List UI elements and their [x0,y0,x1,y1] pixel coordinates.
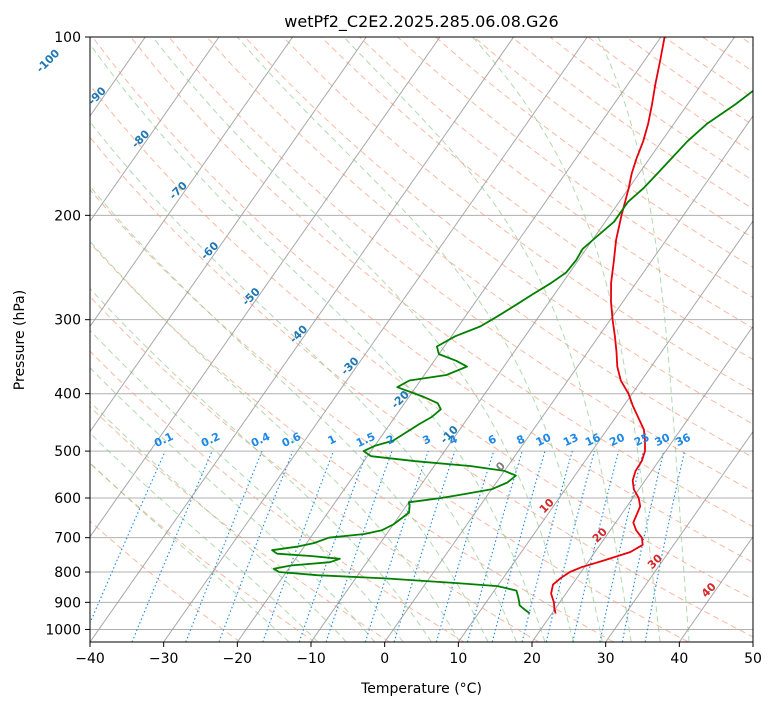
dry-adiabat [90,189,689,642]
isotherm-line [531,325,753,642]
dry-adiabat [397,37,753,299]
isotherm-line [163,37,588,642]
mixing-ratio-line [262,450,335,642]
dry-adiabat [92,37,753,563]
moist-adiabat [90,462,290,642]
mixing-ratio-line [466,450,523,642]
y-tick-label: 500 [54,444,81,460]
moist-adiabat [90,287,432,642]
isotherm-line [90,37,220,223]
moist-adiabat [236,37,603,642]
y-tick-label: 600 [54,491,81,507]
moist-adiabat [343,37,632,642]
y-tick-label: 100 [54,30,81,46]
moist-adiabat [152,37,575,642]
moist-adiabat [90,367,376,642]
isotherm-line [90,37,367,433]
plot-frame [89,36,754,643]
isotherm-line [310,37,736,642]
moist-adiabat [90,329,404,642]
mixing-ratio-line [521,450,573,642]
y-tick-label: 400 [54,387,81,403]
x-tick-label: 40 [670,651,688,667]
moist-adiabat [472,37,661,642]
mixing-ratio-line [435,450,495,642]
y-tick-label: 900 [54,595,81,611]
moist-adiabat [90,121,517,642]
y-tick-label: 800 [54,565,81,581]
mixing-ratio-line [90,450,166,625]
dewpoint-profile [271,89,753,615]
mixing-ratio-label: 10 [534,431,554,449]
dry-adiabat [359,37,753,329]
isotherms [90,37,753,642]
profile-series [271,37,753,615]
mixing-ratio-line [218,450,294,642]
y-tick-label: 700 [54,531,81,547]
dry-adiabat [90,84,753,600]
x-tick-label: −20 [223,651,253,667]
isotherm-line [457,220,753,642]
x-axis-ticks: −40 −30 −20 −10 0 10 20 30 40 50 [75,642,762,667]
temperature-profile [550,37,666,614]
y-tick-label: 200 [54,208,81,224]
isotherm-line [605,430,753,642]
moist-adiabat [90,43,546,642]
mixing-ratio-label: 25 [632,431,651,449]
plot-area [90,37,753,642]
y-tick-label: 300 [54,313,81,329]
mixing-ratio-line [364,450,429,642]
isotherm-line [384,115,753,642]
x-axis-title: Temperature (°C) [360,681,482,697]
mixing-ratio-line [325,450,393,642]
dry-adiabat [90,350,465,642]
thermo-lines [90,37,753,642]
dry-adiabat [168,37,753,493]
mixing-ratio-line [131,450,213,642]
moist-adiabat [597,37,690,642]
mixing-ratio-label: 16 [583,431,603,449]
moist-adiabats [90,37,690,642]
chart-title: wetPf2_C2E2.2025.285.06.08.G26 [284,12,558,32]
x-tick-label: 10 [449,651,467,667]
x-tick-label: −40 [75,651,105,667]
dry-adiabat [206,37,753,458]
mixing-ratio-label: 30 [653,431,673,449]
dry-adiabat [130,37,753,528]
moist-adiabat [90,432,319,642]
x-tick-label: 50 [744,651,762,667]
isotherm-line [90,37,515,642]
mixing-ratio-line [599,450,644,642]
isotherm-line [90,37,441,538]
x-tick-label: 30 [597,651,615,667]
y-axis-title: Pressure (hPa) [12,290,28,390]
x-tick-label: 0 [380,651,389,667]
y-axis-ticks: 100 200 300 400 500 600 700 800 900 1000 [45,30,90,638]
mixing-ratio-label: 13 [561,431,580,449]
mixing-ratio-line [545,450,595,642]
x-tick-label: −10 [296,651,326,667]
y-tick-label: 1000 [45,622,81,638]
mixing-ratio-label: 20 [607,431,627,449]
x-tick-label: 20 [523,651,541,667]
dry-adiabat [90,242,614,642]
isotherm-line [90,37,294,328]
moist-adiabat [90,240,461,642]
dry-adiabat [90,295,540,642]
mixing-ratio-line [185,450,263,642]
dry-adiabat [90,405,390,642]
x-tick-label: −30 [149,651,179,667]
moist-adiabat [90,185,489,642]
isotherm-line [678,535,753,642]
mixing-ratio-label: 36 [673,431,693,449]
mixing-ratio-line [298,450,368,642]
